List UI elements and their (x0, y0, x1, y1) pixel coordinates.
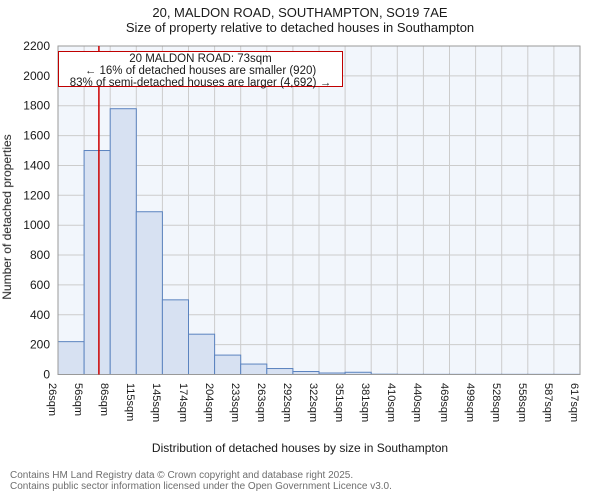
svg-text:2200: 2200 (23, 39, 50, 53)
svg-text:800: 800 (30, 248, 50, 262)
svg-text:1200: 1200 (23, 188, 50, 202)
svg-text:1000: 1000 (23, 218, 50, 232)
svg-text:1800: 1800 (23, 99, 50, 113)
svg-text:200: 200 (30, 338, 50, 352)
svg-text:2000: 2000 (23, 69, 50, 83)
svg-text:1600: 1600 (23, 129, 50, 143)
svg-text:600: 600 (30, 278, 50, 292)
svg-text:0: 0 (43, 368, 50, 382)
svg-text:400: 400 (30, 308, 50, 322)
svg-text:1400: 1400 (23, 159, 50, 173)
